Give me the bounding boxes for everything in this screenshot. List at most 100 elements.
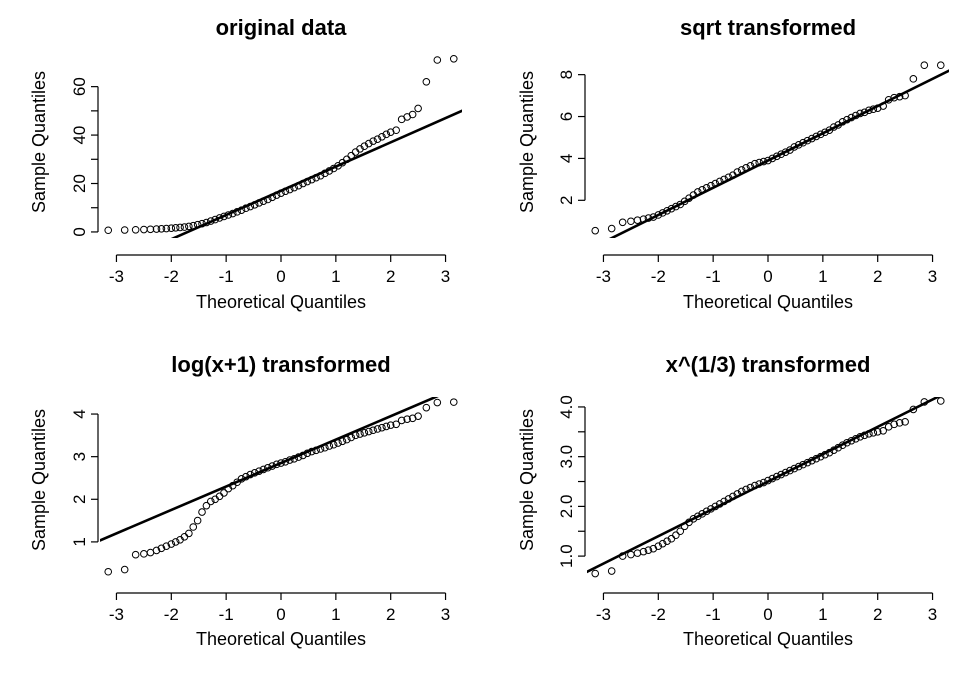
sample-point [830,446,838,455]
sample-point [808,134,816,143]
sample-point [794,462,803,471]
sample-point [672,202,680,211]
sample-point [764,156,772,165]
sample-point [733,490,742,498]
sample-point [167,540,176,548]
reference-line [100,397,439,542]
sample-point [185,529,193,538]
sample-point [325,167,334,175]
panel-sqrt-transformed: sqrt transformed Theoretical Quantiles S… [517,15,949,312]
sample-point [268,193,277,202]
x-tick-label: 2 [873,267,882,286]
sample-point [707,505,715,513]
sample-point [202,218,211,227]
sample-point [397,416,406,425]
sample-point [724,495,733,503]
y-tick-label: 4.0 [557,395,576,419]
sample-point [285,456,294,464]
sample-point [157,224,166,233]
sample-point [171,224,180,232]
x-tick-label: 1 [818,267,827,286]
sample-point [373,425,382,433]
sample-point [373,135,382,143]
x-tick-label: -1 [706,605,721,624]
sample-point [321,443,329,452]
y-axis-label: Sample Quantiles [517,71,537,213]
sample-point [281,187,290,196]
sample-point [890,93,898,102]
x-tick-label: 1 [331,267,340,286]
x-tick-label: -3 [109,267,124,286]
sample-point [830,123,838,131]
sample-point [422,403,431,412]
sample-point [838,441,847,450]
x-tick-label: -3 [596,605,611,624]
sample-point [351,431,360,440]
x-tick-label: 3 [441,267,450,286]
sample-point [228,209,237,218]
x-tick-label: 1 [331,605,340,624]
sample-point [860,431,869,440]
sample-point [378,132,386,141]
sample-point [307,447,316,456]
sample-point [720,175,728,184]
sample-point [299,451,307,460]
sample-point [215,214,224,222]
sample-point [334,439,342,447]
sample-point [312,173,320,182]
x-tick-label: 0 [763,605,772,624]
sample-point [799,138,807,147]
sample-point [193,516,202,525]
x-tick-label: -1 [219,267,234,286]
sample-point [259,197,268,205]
y-tick-label: 4 [70,409,89,418]
x-tick-label: 2 [386,267,395,286]
sample-point [689,515,698,523]
sample-point [360,429,369,437]
sample-point [120,565,129,574]
sample-point [211,215,219,224]
panel-cuberoot-transformed: x^(1/3) transformed Theoretical Quantile… [517,352,945,649]
y-tick-label: 3.0 [557,445,576,469]
sample-point [777,470,785,479]
sample-point [803,136,812,145]
sample-point [369,426,377,435]
sample-point [799,460,807,469]
y-tick-label: 3 [70,452,89,461]
sample-point [901,418,909,426]
sample-point [392,420,400,429]
sample-point [162,224,171,233]
sample-point [658,539,667,548]
sample-point [663,206,671,215]
reference-line [587,397,941,574]
sample-point [654,542,663,550]
y-tick-label: 6 [557,112,576,121]
sample-point [449,398,458,406]
sample-point [851,111,860,120]
sample-point [193,220,202,229]
sample-point [618,218,627,227]
sample-point [303,177,312,186]
sample-point [901,91,909,100]
x-tick-label: 3 [928,267,937,286]
sample-point [364,139,373,148]
sample-point [843,115,851,124]
sample-point [171,538,180,546]
sample-point [277,459,285,467]
sample-point [233,208,241,216]
x-tick-label: 3 [928,605,937,624]
sample-point [378,423,386,432]
sample-point [294,181,303,190]
x-axis-label: Theoretical Quantiles [196,629,366,649]
sample-point [246,202,255,211]
sample-point [202,501,211,510]
sample-point [790,143,799,151]
sample-point [224,211,233,219]
sample-point [386,421,395,429]
x-tick-label: 3 [441,605,450,624]
sample-point [157,544,166,553]
sample-point [198,219,206,228]
sample-point [104,567,113,576]
sample-point [746,483,755,492]
sample-point [206,497,215,506]
